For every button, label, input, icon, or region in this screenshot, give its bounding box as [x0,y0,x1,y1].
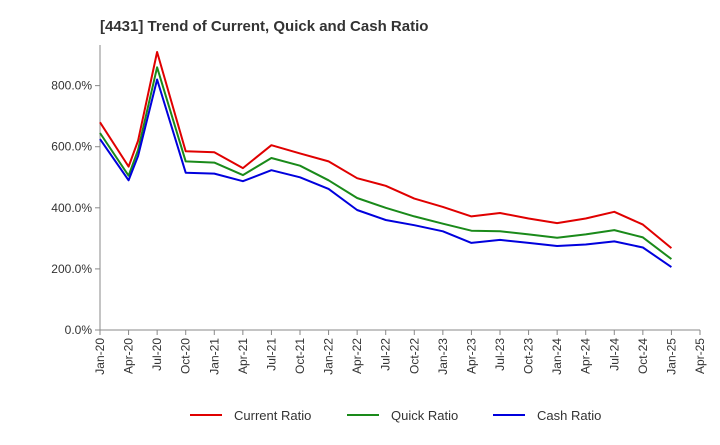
y-tick-label: 200.0% [51,262,92,276]
y-tick-label: 400.0% [51,201,92,215]
x-tick-label: Jan-22 [322,338,336,375]
x-tick-label: Jul-22 [379,338,393,371]
y-tick-label: 800.0% [51,79,92,93]
x-tick-label: Jan-20 [93,338,107,375]
series-line-current-ratio [99,51,673,249]
x-tick-label: Jan-25 [664,338,678,375]
x-tick-label: Apr-24 [579,338,593,374]
y-tick-label: 600.0% [51,140,92,154]
x-tick-label: Oct-21 [293,338,307,374]
y-tick-label: 0.0% [65,323,93,337]
legend-label: Cash Ratio [537,408,601,423]
x-tick-label: Jan-23 [436,338,450,375]
legend-label: Quick Ratio [391,408,458,423]
x-tick-label: Jan-24 [550,338,564,375]
x-tick-label: Oct-20 [179,338,193,374]
x-tick-label: Oct-22 [407,338,421,374]
x-tick-label: Jul-21 [264,338,278,371]
x-tick-label: Jul-23 [493,338,507,371]
x-tick-label: Apr-22 [350,338,364,374]
chart-title: [4431] Trend of Current, Quick and Cash … [100,18,428,35]
series-line-quick-ratio [99,66,673,260]
x-tick-label: Oct-24 [636,338,650,374]
legend: Current Ratio Quick Ratio Cash Ratio [190,408,601,423]
x-tick-label: Apr-21 [236,338,250,374]
x-tick-label: Jul-20 [150,338,164,371]
plot-area: 0.0% 200.0% 400.0% 600.0% 800.0% Jan-20 Apr-20… [51,45,707,375]
x-tick-label: Apr-23 [464,338,478,374]
legend-label: Current Ratio [234,408,311,423]
x-tick-label: Oct-23 [522,338,536,374]
x-tick-label: Apr-25 [693,338,707,374]
x-tick-label: Apr-20 [122,338,136,374]
x-tick-label: Jul-24 [607,338,621,371]
x-tick-label: Jan-21 [207,338,221,375]
series-line-cash-ratio [99,78,672,268]
